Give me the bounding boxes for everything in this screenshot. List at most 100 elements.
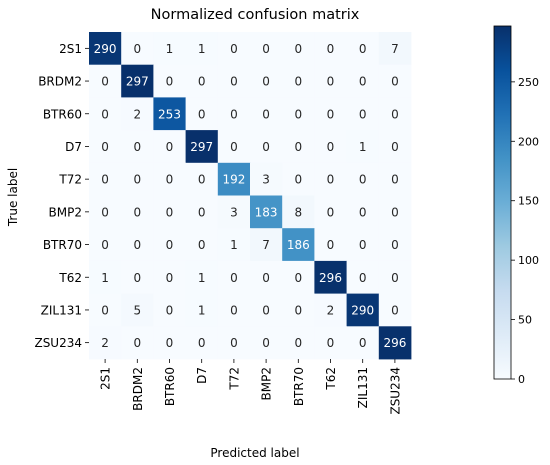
heatmap-cell bbox=[89, 64, 122, 98]
x-tick-labels: 2S1 BRDM2 BTR60 D7 T72 BMP2 BTR70 T62 ZIL131 ZSU2… bbox=[99, 359, 402, 415]
cell-value-label: 0 bbox=[262, 271, 270, 285]
y-tick-label: ZIL131 bbox=[41, 303, 82, 317]
cell-value-label: 0 bbox=[294, 42, 302, 56]
cell-value-label: 7 bbox=[262, 238, 270, 252]
cell-value-label: 0 bbox=[230, 107, 238, 121]
cell-value-label: 0 bbox=[166, 303, 174, 317]
heatmap-cell bbox=[89, 326, 122, 360]
cell-value-label: 2 bbox=[327, 303, 335, 317]
cell-value-label: 0 bbox=[198, 238, 206, 252]
cell-value-label: 1 bbox=[198, 303, 206, 317]
heatmap-cell bbox=[378, 293, 412, 327]
cell-value-label: 0 bbox=[198, 107, 206, 121]
cell-value-label: 7 bbox=[391, 42, 399, 56]
heatmap-cell bbox=[121, 32, 154, 66]
colorbar: 0 50 100 150 200 250 bbox=[493, 25, 539, 386]
heatmap-cell bbox=[346, 293, 380, 327]
heatmap-cell bbox=[378, 97, 412, 131]
heatmap-cell bbox=[89, 130, 122, 164]
x-tick-label: T62 bbox=[324, 367, 338, 391]
heatmap-cell bbox=[185, 326, 219, 360]
cell-value-label: 0 bbox=[262, 336, 270, 350]
cell-value-label: 290 bbox=[351, 303, 374, 317]
cell-value-label: 0 bbox=[294, 173, 302, 187]
heatmap-cell bbox=[378, 64, 412, 98]
cell-value-label: 0 bbox=[327, 140, 335, 154]
cell-value-label: 0 bbox=[327, 75, 335, 89]
colorbar-tick-label: 100 bbox=[518, 254, 539, 267]
heatmap-cell bbox=[153, 326, 186, 360]
cell-value-label: 0 bbox=[133, 42, 141, 56]
y-tick-label: 2S1 bbox=[59, 42, 82, 56]
heatmap-cell bbox=[314, 228, 347, 262]
heatmap-cell bbox=[378, 326, 412, 360]
heatmap-cell bbox=[250, 260, 283, 294]
cell-value-label: 0 bbox=[359, 336, 367, 350]
heatmap-cell bbox=[250, 293, 283, 327]
heatmap-cell bbox=[282, 162, 315, 196]
cell-value-label: 0 bbox=[359, 173, 367, 187]
heatmap-cell bbox=[121, 326, 154, 360]
heatmap-cell bbox=[185, 260, 219, 294]
cell-value-label: 0 bbox=[101, 140, 109, 154]
y-tick-label: BTR70 bbox=[43, 238, 82, 252]
cell-value-label: 1 bbox=[166, 42, 174, 56]
x-tick-label: 2S1 bbox=[99, 367, 113, 390]
x-tick-label: BTR60 bbox=[163, 367, 177, 406]
cell-value-label: 0 bbox=[391, 238, 399, 252]
cell-value-label: 0 bbox=[166, 140, 174, 154]
heatmap-cell bbox=[217, 130, 251, 164]
heatmap-cell bbox=[217, 228, 251, 262]
heatmap-cells bbox=[89, 32, 412, 360]
heatmap-cell bbox=[185, 293, 219, 327]
cell-value-label: 0 bbox=[391, 205, 399, 219]
heatmap-cell bbox=[153, 64, 186, 98]
cell-value-label: 0 bbox=[391, 271, 399, 285]
colorbar-tick-label: 50 bbox=[518, 314, 532, 327]
cell-value-label: 0 bbox=[166, 238, 174, 252]
cell-value-label: 0 bbox=[166, 205, 174, 219]
y-axis-label: True label bbox=[6, 168, 20, 227]
heatmap-cell bbox=[185, 64, 219, 98]
cell-value-label: 0 bbox=[133, 238, 141, 252]
y-tick-label: T72 bbox=[58, 173, 82, 187]
cell-value-label: 0 bbox=[262, 107, 270, 121]
heatmap-cell bbox=[153, 130, 186, 164]
cell-value-label: 5 bbox=[133, 303, 141, 317]
cell-value-label: 8 bbox=[294, 205, 302, 219]
cell-value-label: 0 bbox=[294, 107, 302, 121]
heatmap-cell bbox=[121, 162, 154, 196]
cell-value-label: 253 bbox=[158, 107, 181, 121]
x-tick-label: BTR70 bbox=[292, 367, 306, 406]
heatmap-cell bbox=[153, 228, 186, 262]
heatmap-cell bbox=[217, 260, 251, 294]
heatmap-cell bbox=[185, 228, 219, 262]
heatmap-cell bbox=[282, 228, 315, 262]
cell-value-label: 0 bbox=[262, 42, 270, 56]
cell-value-label: 0 bbox=[359, 205, 367, 219]
cell-value-label: 0 bbox=[359, 238, 367, 252]
heatmap-cell bbox=[121, 293, 154, 327]
heatmap-cell bbox=[314, 293, 347, 327]
cell-value-label: 0 bbox=[294, 271, 302, 285]
heatmap-cell bbox=[346, 97, 380, 131]
heatmap-cell bbox=[250, 228, 283, 262]
heatmap-cell bbox=[282, 326, 315, 360]
cell-value-label: 0 bbox=[101, 205, 109, 219]
cell-value-label: 0 bbox=[327, 205, 335, 219]
y-tick-label: BTR60 bbox=[43, 107, 82, 121]
heatmap-cell bbox=[346, 64, 380, 98]
cell-value-label: 0 bbox=[133, 271, 141, 285]
colorbar-tick-label: 200 bbox=[518, 135, 539, 148]
y-tick-label: ZSU234 bbox=[34, 336, 82, 350]
cell-value-label: 0 bbox=[327, 173, 335, 187]
cell-value-label: 297 bbox=[190, 140, 213, 154]
heatmap-cell bbox=[346, 260, 380, 294]
heatmap-cell bbox=[185, 162, 219, 196]
heatmap-cell bbox=[282, 97, 315, 131]
heatmap-cell bbox=[89, 260, 122, 294]
heatmap-cell bbox=[282, 293, 315, 327]
heatmap-cell bbox=[153, 32, 186, 66]
y-tick-label: BRDM2 bbox=[38, 75, 82, 89]
